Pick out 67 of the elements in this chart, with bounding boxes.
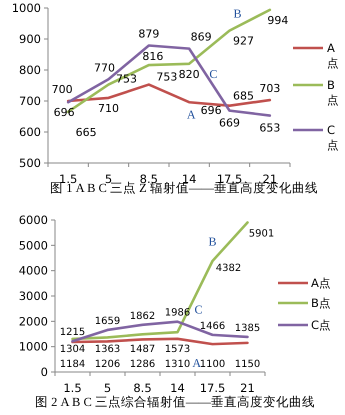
x-tick-label: 21 [240, 381, 255, 395]
data-label: 1184 [60, 359, 86, 370]
annotation: B [234, 6, 242, 21]
legend-label: A点 [311, 276, 331, 290]
data-label: 1286 [130, 359, 156, 370]
data-label: 816 [142, 50, 164, 64]
y-tick-label: 4000 [18, 264, 48, 278]
legend-label: C点 [311, 318, 332, 332]
y-tick-label: 2000 [18, 314, 48, 328]
data-label: 653 [259, 122, 280, 135]
data-label: 4382 [216, 262, 242, 274]
annotation: A [186, 107, 196, 122]
data-label: 696 [54, 106, 75, 120]
data-label: 1310 [164, 358, 190, 370]
y-tick-label: 5000 [18, 238, 48, 252]
data-label: 1100 [200, 359, 226, 370]
data-label: 879 [138, 28, 160, 41]
text: 图 2 A B C 三点综合辐射值——垂直高度变化曲线 [35, 394, 315, 409]
y-tick-label: 500 [19, 156, 41, 170]
y-tick-label: 600 [19, 125, 41, 139]
annotation: B [208, 234, 217, 248]
data-label: 700 [52, 83, 73, 96]
data-label: 1466 [200, 320, 226, 332]
x-tick-label: 5 [104, 381, 112, 395]
x-tick-label: 17.5 [200, 381, 226, 395]
y-tick-label: 6000 [18, 213, 48, 227]
data-label: 696 [200, 104, 222, 118]
x-tick-label: 1.5 [63, 381, 82, 395]
annotation: C [194, 302, 203, 317]
data-label: 1215 [60, 327, 86, 338]
data-label: 1304 [60, 344, 86, 355]
data-label: 994 [267, 14, 288, 27]
y-tick-label: 700 [19, 94, 41, 108]
data-label: 1862 [130, 310, 156, 322]
data-label: 820 [178, 68, 200, 81]
y-tick-label: 1000 [18, 340, 48, 354]
legend-label: B点 [311, 296, 331, 310]
data-label: 869 [190, 30, 212, 44]
data-label: 665 [76, 126, 97, 139]
data-label: 1573 [164, 344, 190, 355]
x-tick-label: 5 [104, 172, 112, 186]
data-label: 1363 [94, 344, 120, 355]
y-tick-label: 3000 [18, 289, 48, 303]
data-label: 753 [156, 70, 178, 84]
y-tick-label: 0 [40, 365, 48, 379]
legend-label: A点 [327, 41, 339, 70]
legend-label: C点 [327, 123, 339, 152]
y-tick-label: 1000 [12, 1, 41, 15]
x-tick-label: 14 [170, 381, 185, 395]
data-label: 1659 [94, 316, 120, 327]
data-label: 927 [233, 34, 254, 48]
data-label: 1487 [130, 344, 156, 355]
annotation: C [209, 67, 218, 82]
data-label: 1206 [94, 358, 120, 370]
y-tick-label: 800 [19, 63, 41, 77]
data-label: 703 [259, 82, 280, 96]
data-label: 1385 [234, 322, 260, 334]
x-tick-label: 8.5 [133, 381, 152, 395]
data-label: 710 [98, 102, 119, 115]
data-label: 1150 [234, 358, 260, 370]
data-label: 770 [94, 61, 115, 74]
data-label: 669 [219, 116, 240, 130]
data-label: 685 [233, 90, 254, 103]
y-tick-label: 900 [19, 32, 41, 46]
data-label: 5901 [248, 228, 274, 240]
annotation: A [192, 356, 202, 370]
legend-label: B点 [327, 78, 339, 107]
